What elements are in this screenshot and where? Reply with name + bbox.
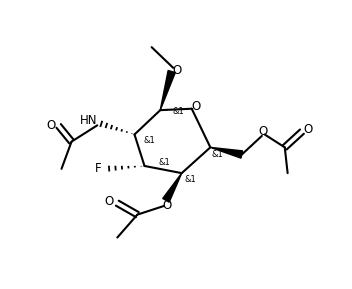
Text: &1: &1: [143, 136, 155, 145]
Polygon shape: [160, 71, 175, 110]
Text: O: O: [162, 199, 171, 212]
Text: O: O: [191, 100, 201, 113]
Polygon shape: [210, 147, 243, 158]
Text: &1: &1: [184, 175, 196, 184]
Text: &1: &1: [172, 107, 184, 116]
Text: O: O: [46, 118, 55, 131]
Text: F: F: [95, 162, 102, 175]
Text: HN: HN: [80, 114, 97, 127]
Text: &1: &1: [212, 150, 224, 159]
Text: O: O: [104, 195, 114, 208]
Text: O: O: [259, 125, 268, 138]
Text: &1: &1: [158, 158, 170, 167]
Text: O: O: [172, 64, 182, 77]
Polygon shape: [163, 173, 182, 202]
Text: O: O: [303, 123, 313, 136]
